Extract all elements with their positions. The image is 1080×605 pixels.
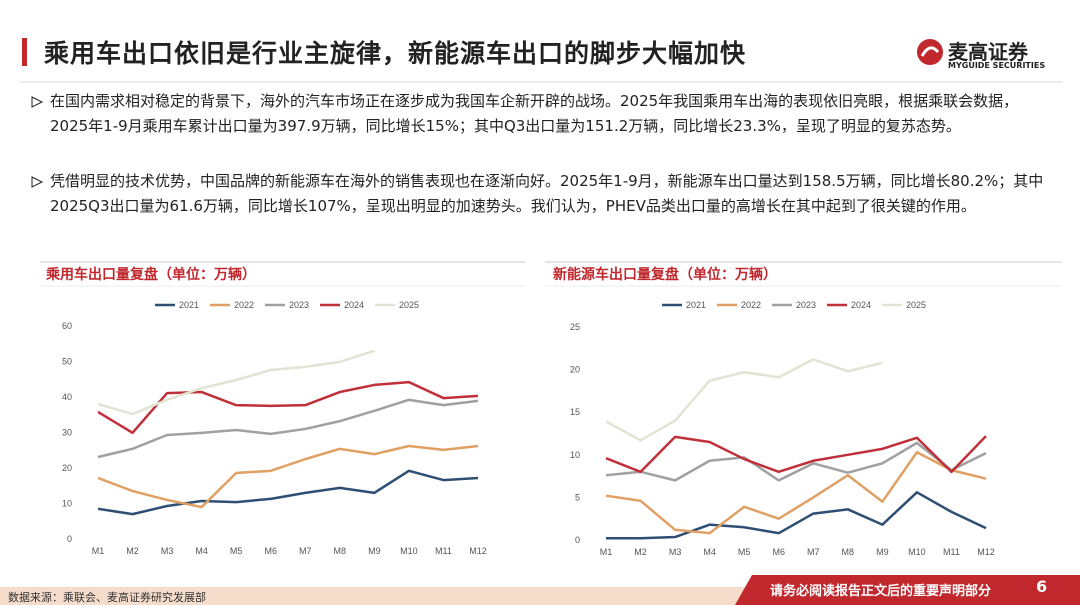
x-tick-label: M2 bbox=[126, 546, 139, 556]
chart-title: 新能源车出口量复盘（单位：万辆） bbox=[553, 267, 777, 283]
x-tick-label: M12 bbox=[469, 546, 487, 556]
x-tick-label: M7 bbox=[299, 546, 312, 556]
y-tick-label: 10 bbox=[62, 499, 72, 509]
x-tick-label: M1 bbox=[600, 547, 613, 557]
x-tick-label: M2 bbox=[634, 547, 647, 557]
series-line bbox=[97, 469, 479, 516]
series-line bbox=[97, 380, 479, 435]
logo-icon-mark bbox=[920, 46, 940, 57]
y-tick-label: 30 bbox=[62, 428, 72, 438]
x-tick-label: M7 bbox=[807, 547, 820, 557]
x-tick-label: M11 bbox=[435, 546, 452, 556]
x-tick-label: M9 bbox=[876, 547, 889, 557]
source-note: 数据来源：乘联会、麦高证券研究发展部 bbox=[8, 591, 206, 604]
legend-label: 2024 bbox=[344, 300, 364, 310]
y-tick-label: 0 bbox=[67, 534, 72, 544]
y-tick-label: 15 bbox=[570, 407, 580, 417]
logo-subtitle: MYGUIDE SECURITIES bbox=[948, 61, 1046, 70]
y-tick-label: 50 bbox=[62, 357, 72, 367]
bullet-icon bbox=[31, 96, 44, 108]
legend-label: 2023 bbox=[289, 300, 309, 310]
disclaimer: 请务必阅读报告正文后的重要声明部分 bbox=[770, 584, 992, 599]
legend-label: 2025 bbox=[906, 300, 926, 310]
series-line bbox=[605, 358, 883, 442]
title-marker bbox=[22, 38, 27, 66]
y-tick-label: 5 bbox=[575, 492, 580, 502]
legend-label: 2025 bbox=[399, 300, 419, 310]
y-tick-label: 20 bbox=[62, 463, 72, 473]
y-tick-label: 20 bbox=[570, 365, 580, 375]
legend-label: 2024 bbox=[851, 300, 871, 310]
x-tick-label: M5 bbox=[738, 547, 751, 557]
series-line bbox=[605, 450, 987, 535]
y-tick-label: 25 bbox=[570, 322, 580, 332]
x-tick-label: M8 bbox=[842, 547, 855, 557]
series-line bbox=[97, 349, 375, 416]
legend-label: 2022 bbox=[741, 300, 761, 310]
legend-label: 2022 bbox=[234, 300, 254, 310]
page-number: 6 bbox=[1036, 577, 1048, 596]
x-tick-label: M6 bbox=[772, 547, 785, 557]
x-tick-label: M4 bbox=[195, 546, 208, 556]
x-tick-label: M1 bbox=[92, 546, 105, 556]
x-tick-label: M11 bbox=[943, 547, 960, 557]
footer-band-red bbox=[735, 575, 1080, 605]
x-tick-label: M12 bbox=[977, 547, 995, 557]
series-line bbox=[97, 444, 479, 509]
logo-name: 麦高证券 bbox=[948, 40, 1028, 64]
x-tick-label: M9 bbox=[368, 546, 381, 556]
x-tick-label: M4 bbox=[703, 547, 716, 557]
legend-label: 2021 bbox=[179, 300, 199, 310]
y-tick-label: 0 bbox=[575, 535, 580, 545]
footer-band bbox=[0, 587, 745, 605]
series-line bbox=[606, 491, 987, 540]
series-line bbox=[605, 441, 987, 482]
slide-title: 乘用车出口依旧是行业主旋律，新能源车出口的脚步大幅加快 bbox=[44, 39, 747, 68]
y-tick-label: 60 bbox=[62, 321, 72, 331]
x-tick-label: M10 bbox=[908, 547, 926, 557]
chart-title: 乘用车出口量复盘（单位：万辆） bbox=[46, 267, 256, 283]
logo-icon bbox=[917, 39, 943, 65]
x-tick-label: M10 bbox=[400, 546, 418, 556]
x-tick-label: M5 bbox=[230, 546, 243, 556]
x-tick-label: M3 bbox=[161, 546, 174, 556]
bullet-text: 凭借明显的技术优势，中国品牌的新能源车在海外的销售表现也在逐渐向好。2025年1… bbox=[50, 172, 1044, 215]
x-tick-label: M6 bbox=[264, 546, 277, 556]
legend-label: 2021 bbox=[686, 300, 706, 310]
x-tick-label: M3 bbox=[669, 547, 682, 557]
bullet-text: 在国内需求相对稳定的背景下，海外的汽车市场正在逐步成为我国车企新开辟的战场。20… bbox=[50, 92, 1019, 135]
legend-label: 2023 bbox=[796, 300, 816, 310]
series-line bbox=[605, 435, 987, 474]
y-tick-label: 40 bbox=[62, 392, 72, 402]
x-tick-label: M8 bbox=[334, 546, 347, 556]
series-line bbox=[97, 398, 479, 459]
y-tick-label: 10 bbox=[570, 450, 580, 460]
bullet-icon bbox=[31, 176, 44, 188]
